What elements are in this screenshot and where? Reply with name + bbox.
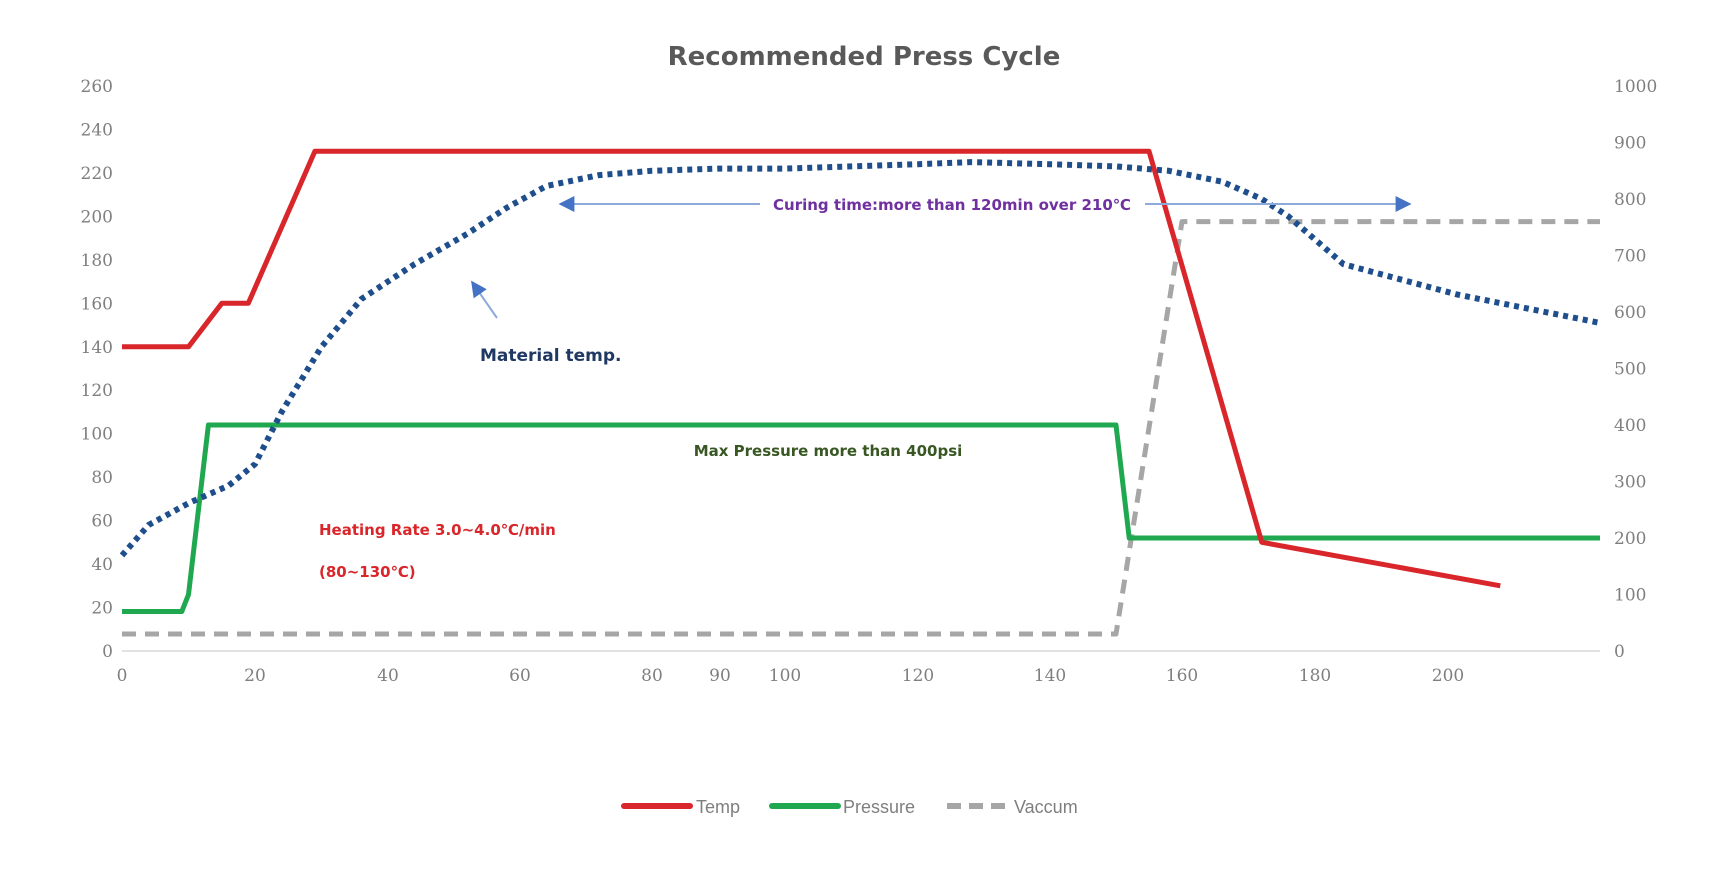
- series-pressure-line: [122, 422, 1600, 614]
- legend-label-vaccum: Vaccum: [1014, 797, 1078, 817]
- series-material-temp-line: [119, 159, 1601, 558]
- legend-item-temp[interactable]: Temp: [621, 797, 740, 817]
- curing-time-annotation: Curing time:more than 120min over 210℃: [773, 196, 1131, 214]
- y-right-tick-label: 100: [1614, 586, 1646, 606]
- y-left-tick-label: 260: [81, 77, 113, 97]
- x-tick-label: 90: [709, 666, 731, 686]
- x-tick-label: 40: [377, 666, 399, 686]
- x-tick-label: 0: [117, 666, 128, 686]
- y-right-tick-label: 600: [1614, 303, 1646, 323]
- heating-range-annotation: (80~130℃): [319, 563, 416, 581]
- y-right-tick-label: 1000: [1614, 77, 1657, 97]
- y-right-tick-label: 300: [1614, 473, 1646, 493]
- legend-item-vaccum[interactable]: Vaccum: [947, 797, 1078, 817]
- y-left-tick-label: 200: [81, 207, 113, 227]
- y-right-tick-label: 400: [1614, 416, 1646, 436]
- y-left-tick-label: 20: [91, 599, 113, 619]
- y-left-tick-label: 180: [81, 251, 113, 271]
- y-left-tick-label: 220: [81, 164, 113, 184]
- y-right-tick-label: 900: [1614, 134, 1646, 154]
- y-left-tick-label: 0: [102, 642, 113, 662]
- y-left-tick-label: 80: [91, 468, 113, 488]
- y-left-tick-label: 60: [91, 512, 113, 532]
- material-temp-arrow: [471, 280, 498, 319]
- y-left-tick-label: 140: [81, 338, 113, 358]
- x-tick-label: 60: [509, 666, 531, 686]
- y-right-tick-label: 700: [1614, 247, 1646, 267]
- y-left-tick-label: 240: [81, 120, 113, 140]
- y-axis-left: 0 20 40 60 80 100 120 140 160 180 200 220 240 260: [81, 77, 113, 662]
- x-tick-label: 160: [1166, 666, 1198, 686]
- x-tick-label: 120: [902, 666, 934, 686]
- material-temp-annotation: Material temp.: [480, 346, 621, 366]
- legend-label-pressure: Pressure: [843, 797, 915, 817]
- x-axis: 0 20 40 60 80 90 100 120 140 160 180 200: [117, 666, 1465, 686]
- y-right-tick-label: 500: [1614, 360, 1646, 380]
- x-tick-label: 80: [641, 666, 663, 686]
- max-pressure-annotation: Max Pressure more than 400psi: [694, 442, 963, 460]
- x-tick-label: 180: [1299, 666, 1331, 686]
- chart-title: Recommended Press Cycle: [668, 42, 1061, 72]
- x-tick-label: 20: [244, 666, 266, 686]
- heating-rate-annotation: Heating Rate 3.0~4.0℃/min: [319, 521, 556, 539]
- y-right-tick-label: 200: [1614, 529, 1646, 549]
- y-left-tick-label: 160: [81, 294, 113, 314]
- legend-item-pressure[interactable]: Pressure: [769, 797, 915, 817]
- y-right-tick-label: 800: [1614, 190, 1646, 210]
- series-vaccum-line: [122, 219, 1600, 637]
- series-temp-line: [122, 148, 1501, 589]
- y-left-tick-label: 120: [81, 381, 113, 401]
- x-tick-label: 100: [769, 666, 801, 686]
- legend-label-temp: Temp: [696, 797, 740, 817]
- legend: Temp Pressure Vaccum: [621, 797, 1078, 817]
- y-axis-right: 0 100 200 300 400 500 600 700 800 900 1000: [1614, 77, 1657, 662]
- y-right-tick-label: 0: [1614, 642, 1625, 662]
- x-tick-label: 140: [1034, 666, 1066, 686]
- y-left-tick-label: 40: [91, 555, 113, 575]
- y-left-tick-label: 100: [81, 425, 113, 445]
- x-tick-label: 200: [1432, 666, 1464, 686]
- series-group: [119, 148, 1601, 637]
